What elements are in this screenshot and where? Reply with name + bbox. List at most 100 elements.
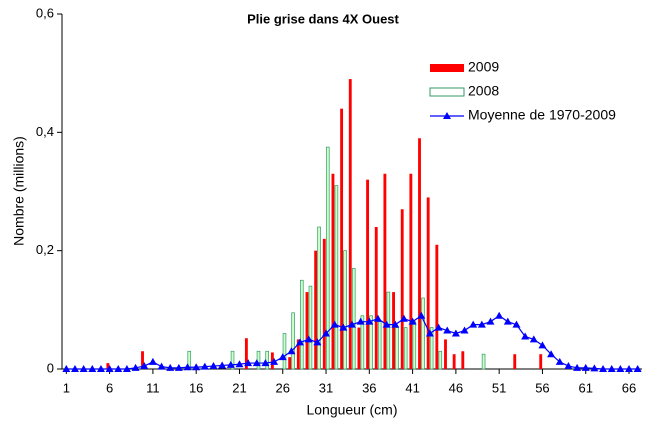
marker xyxy=(417,311,426,319)
bar xyxy=(305,292,309,369)
bar xyxy=(374,227,378,369)
marker xyxy=(391,320,400,328)
bar xyxy=(383,173,387,369)
marker xyxy=(625,365,634,372)
marker xyxy=(529,335,538,343)
bar xyxy=(317,226,321,370)
bar xyxy=(357,327,361,369)
marker xyxy=(434,323,443,331)
x-tick-label: 61 xyxy=(578,380,592,395)
marker xyxy=(339,323,348,331)
legend-label: Moyenne de 1970-2009 xyxy=(468,107,616,123)
bar xyxy=(244,338,248,369)
legend-label: 2009 xyxy=(468,59,499,75)
bar xyxy=(369,315,373,370)
bar xyxy=(308,285,313,370)
bar xyxy=(452,354,456,369)
bar xyxy=(461,351,465,369)
bar xyxy=(444,339,447,369)
bar xyxy=(409,173,413,369)
bar xyxy=(412,321,417,370)
marker xyxy=(555,357,564,365)
bar xyxy=(392,292,395,369)
x-tick-label: 66 xyxy=(622,380,636,395)
bar xyxy=(395,327,399,370)
bar xyxy=(288,357,292,369)
marker xyxy=(88,365,97,372)
bar xyxy=(230,350,235,370)
bar xyxy=(270,352,274,369)
marker xyxy=(140,362,149,370)
marker xyxy=(192,363,201,371)
marker xyxy=(287,347,296,355)
marker xyxy=(261,359,270,367)
bar xyxy=(429,327,434,370)
bar xyxy=(325,146,330,370)
marker xyxy=(209,362,218,370)
marker xyxy=(581,363,590,371)
legend-label: 2008 xyxy=(468,83,499,99)
marker xyxy=(244,359,253,367)
marker xyxy=(348,320,356,328)
marker xyxy=(547,350,556,358)
marker xyxy=(166,363,175,371)
marker xyxy=(183,363,192,371)
marker xyxy=(477,320,486,328)
bar xyxy=(377,321,382,370)
marker xyxy=(174,363,183,371)
marker xyxy=(235,360,244,368)
bar xyxy=(265,350,269,370)
marker xyxy=(226,360,235,368)
y-axis-label: Nombre (millions) xyxy=(11,136,27,246)
marker xyxy=(633,365,642,372)
bar xyxy=(331,173,335,369)
marker xyxy=(131,363,140,371)
marker xyxy=(564,362,573,370)
bar xyxy=(403,327,408,370)
marker xyxy=(322,329,331,337)
x-tick-label: 1 xyxy=(63,380,70,395)
x-tick-label: 36 xyxy=(362,380,376,395)
marker xyxy=(495,311,504,319)
marker xyxy=(313,338,322,346)
marker xyxy=(157,362,166,370)
legend-swatch xyxy=(430,64,464,72)
bar xyxy=(282,333,287,370)
x-tick-label: 16 xyxy=(189,380,203,395)
marker xyxy=(399,314,408,322)
marker xyxy=(607,365,616,372)
legend-swatch xyxy=(429,87,465,97)
bar xyxy=(351,268,356,370)
bar xyxy=(348,79,352,369)
y-tick-label: 0,2 xyxy=(36,242,54,257)
marker xyxy=(443,326,452,334)
bar xyxy=(400,209,404,369)
marker xyxy=(200,362,209,370)
bar xyxy=(481,353,486,370)
y-tick-label: 0,6 xyxy=(36,5,54,20)
marker xyxy=(573,363,582,371)
bar xyxy=(539,354,543,369)
bar xyxy=(314,250,318,369)
marker xyxy=(79,365,88,372)
marker xyxy=(356,317,365,325)
x-tick-label: 51 xyxy=(492,380,506,395)
marker xyxy=(304,335,313,343)
marker xyxy=(218,361,227,369)
bar xyxy=(291,312,295,370)
bar xyxy=(513,354,517,369)
bar xyxy=(360,315,365,370)
bar xyxy=(340,108,344,370)
marker xyxy=(408,317,417,325)
x-tick-label: 11 xyxy=(146,380,160,395)
marker xyxy=(70,365,79,372)
marker xyxy=(365,317,374,325)
bar xyxy=(322,238,326,369)
marker xyxy=(252,359,261,367)
marker xyxy=(590,364,599,372)
marker xyxy=(460,326,469,334)
bar xyxy=(386,291,391,370)
marker xyxy=(114,365,123,372)
x-tick-label: 6 xyxy=(106,380,113,395)
